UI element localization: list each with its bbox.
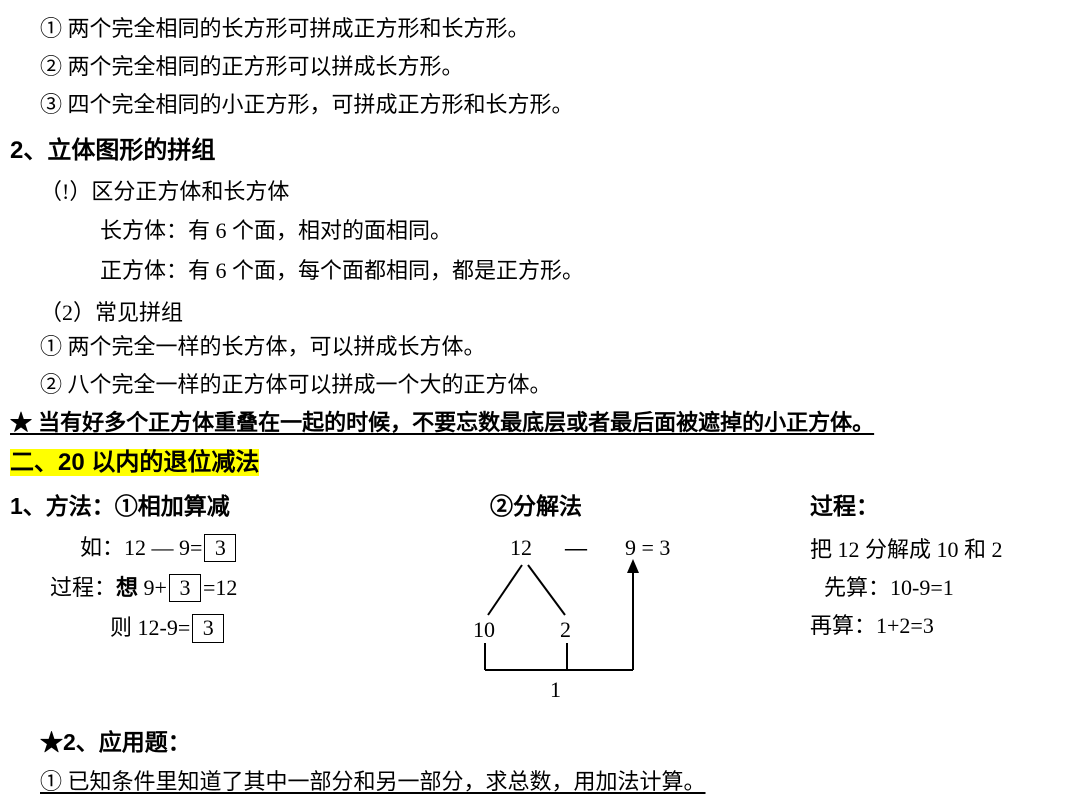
method-decompose: ②分解法 12 — 9 = 3 10 2 1: [450, 489, 810, 705]
sub1-a: 长方体：有 6 个面，相对的面相同。: [10, 214, 1070, 248]
work-line-1: 如：12 — 9=3: [10, 531, 450, 565]
dg-top: 12: [510, 535, 532, 560]
sub2-a: ① 两个完全一样的长方体，可以拼成长方体。: [10, 330, 1070, 364]
star-note: ★ 当有好多个正方体重叠在一起的时候，不要忘数最底层或者最后面被遮掉的小正方体。: [10, 406, 1070, 440]
list-item-2: ② 两个完全相同的正方形可以拼成长方形。: [10, 50, 1070, 84]
app-line-1: ① 已知条件里知道了其中一部分和另一部分，求总数，用加法计算。: [10, 765, 1070, 799]
process-col: 过程： 把 12 分解成 10 和 2 先算：10-9=1 再算：1+2=3: [810, 489, 1070, 647]
dg-right: 9 = 3: [625, 535, 670, 560]
sub1-b: 正方体：有 6 个面，每个面都相同，都是正方形。: [10, 254, 1070, 288]
proc-line-2: 先算：10-9=1: [810, 571, 1070, 605]
sub1-label: （!）区分正方体和长方体: [10, 175, 1070, 209]
decompose-diagram: 12 — 9 = 3 10 2 1: [450, 525, 760, 705]
sub2-label: （2）常见拼组: [10, 296, 1070, 330]
w3-prefix: 则 12-9=: [110, 615, 190, 640]
sub2-b: ② 八个完全一样的正方体可以拼成一个大的正方体。: [10, 368, 1070, 402]
dg-bottom: 1: [550, 677, 561, 702]
work-line-2: 过程：想 9+3=12: [10, 571, 450, 605]
proc-line-3: 再算：1+2=3: [810, 609, 1070, 643]
methods-row: 1、方法：①相加算减 如：12 — 9=3 过程：想 9+3=12 则 12-9…: [10, 489, 1070, 705]
method-addition: 1、方法：①相加算减 如：12 — 9=3 过程：想 9+3=12 则 12-9…: [10, 489, 450, 651]
w2-box: 3: [169, 574, 201, 602]
heading-solid-shapes: 2、立体图形的拼组: [10, 132, 1070, 169]
big-section-title: 二、20 以内的退位减法: [10, 449, 259, 476]
w2-prefix: 过程：: [50, 575, 116, 600]
w1-prefix: 如：12 — 9=: [80, 535, 202, 560]
w2-mid: 9+: [138, 575, 167, 600]
w3-box: 3: [192, 614, 224, 642]
w1-box: 3: [204, 534, 236, 562]
dg-right-leaf: 2: [560, 617, 571, 642]
dg-minus: —: [564, 535, 588, 560]
list-item-3: ③ 四个完全相同的小正方形，可拼成正方形和长方形。: [10, 88, 1070, 122]
dg-left-leaf: 10: [473, 617, 495, 642]
list-item-1: ① 两个完全相同的长方形可拼成正方形和长方形。: [10, 12, 1070, 46]
method-decompose-title: ②分解法: [450, 489, 810, 525]
proc-line-1: 把 12 分解成 10 和 2: [810, 533, 1070, 567]
star-note-text: ★ 当有好多个正方体重叠在一起的时候，不要忘数最底层或者最后面被遮掉的小正方体。: [10, 410, 874, 435]
w2-word: 想: [116, 575, 138, 600]
app-title: ★2、应用题：: [10, 725, 1070, 761]
work-line-3: 则 12-9=3: [10, 611, 450, 645]
method-addition-title: 1、方法：①相加算减: [10, 489, 450, 525]
process-title: 过程：: [810, 489, 1070, 525]
page: ① 两个完全相同的长方形可拼成正方形和长方形。 ② 两个完全相同的正方形可以拼成…: [0, 0, 1080, 799]
w2-suffix: =12: [203, 575, 237, 600]
big-section: 二、20 以内的退位减法: [10, 444, 1070, 481]
